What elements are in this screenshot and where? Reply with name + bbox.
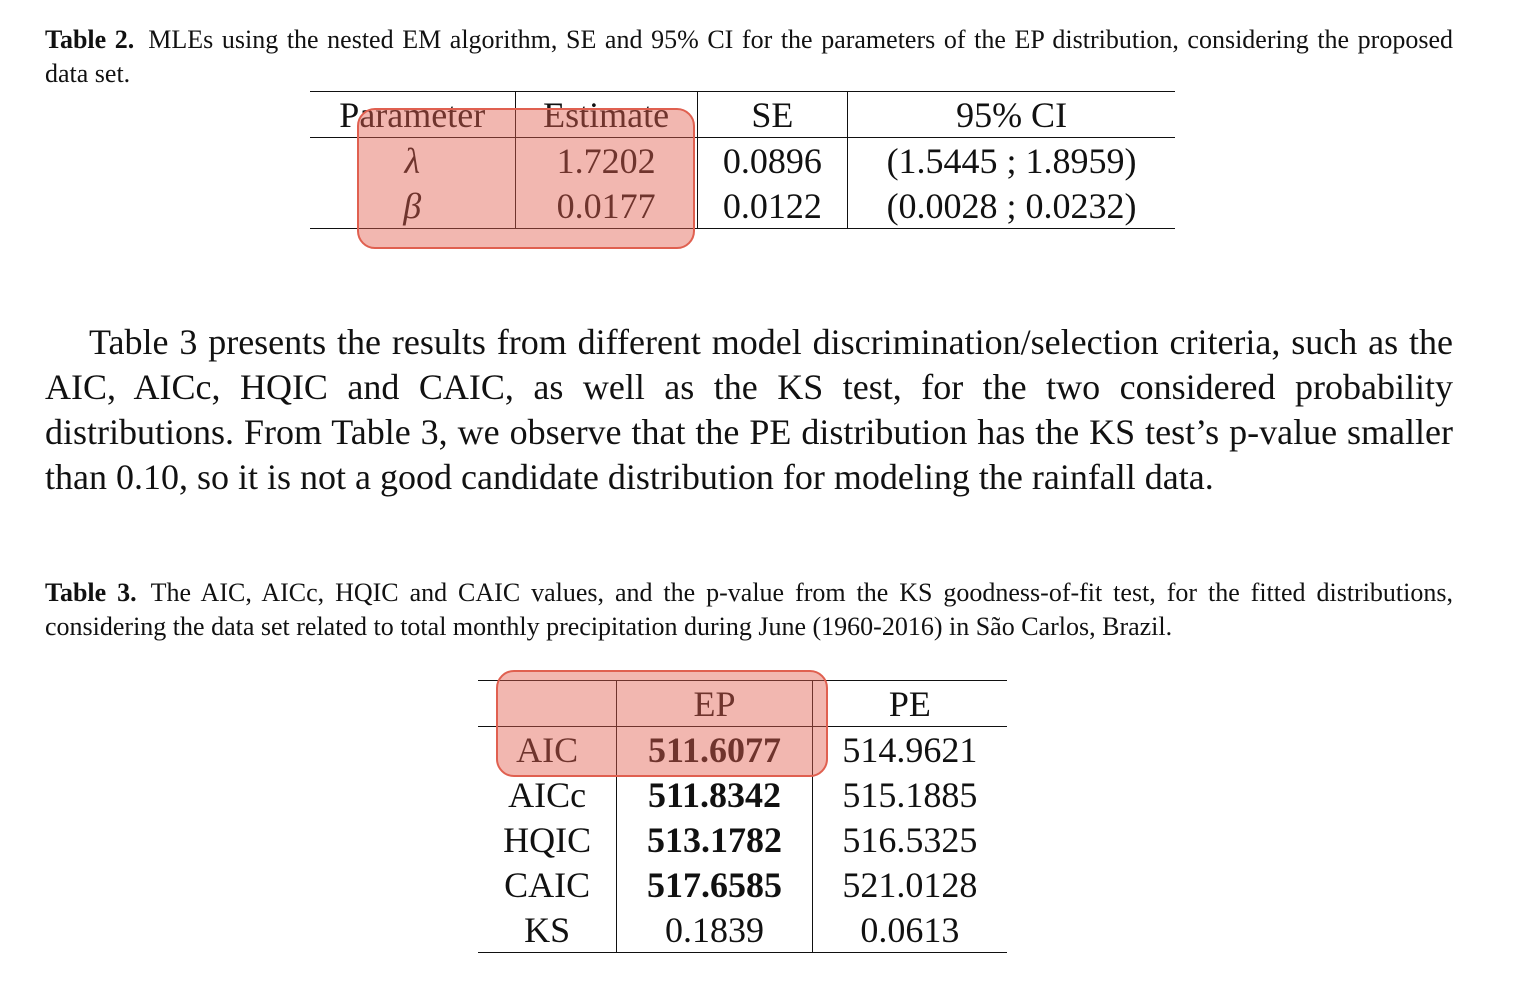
table-3-ep-hqic: 513.1782: [616, 817, 813, 862]
table-3-pe-caic: 521.0128: [842, 864, 978, 905]
table-3-criterion-hqic: HQIC: [478, 817, 618, 862]
table-3-pe-aic: 514.9621: [842, 729, 978, 770]
table-3-ep-aic: 511.6077: [616, 726, 813, 772]
table-2-estimate-beta: 0.0177: [515, 183, 698, 229]
table-row: KS 0.1839 0.0613: [478, 907, 1007, 953]
table-2-caption: Table 2. MLEs using the nested EM algorit…: [45, 23, 1453, 91]
table-3-header-ep: EP: [616, 680, 813, 727]
table-3-ep-aicc: 511.8342: [616, 772, 813, 817]
table-2-estimate-lambda: 1.7202: [515, 137, 698, 183]
table-3-caption-label: Table 3.: [45, 578, 137, 607]
body-paragraph-text: Table 3 presents the results from differ…: [45, 322, 1453, 497]
table-row: β 0.0177 0.0122 (0.0028 ; 0.0232): [310, 183, 1175, 229]
table-3: EP PE AIC 511.6077 514.9621 AICc 511.834…: [478, 680, 1007, 953]
table-3-ep-caic: 517.6585: [616, 862, 813, 907]
table-3-criterion-caic: CAIC: [478, 862, 618, 907]
table-2-param-lambda: λ: [310, 137, 516, 183]
table-3-pe-aicc: 515.1885: [842, 774, 978, 815]
table-row: AIC 511.6077 514.9621: [478, 726, 1007, 772]
table-3-criterion-aicc: AICc: [478, 772, 618, 817]
table-3-criterion-ks: KS: [478, 907, 618, 953]
table-row: CAIC 517.6585 521.0128: [478, 862, 1007, 907]
table-row: HQIC 513.1782 516.5325: [478, 817, 1007, 862]
table-row: AICc 511.8342 515.1885: [478, 772, 1007, 817]
table-2-caption-text: MLEs using the nested EM algorithm, SE a…: [45, 25, 1453, 88]
table-2-se-lambda: 0.0896: [697, 137, 849, 183]
table-3-ep-ks: 0.1839: [616, 907, 813, 953]
table-2-ci-lambda: (1.5445 ; 1.8959): [886, 140, 1137, 181]
table-3-header-blank: [478, 680, 618, 727]
table-3-header-row: EP PE: [478, 680, 1007, 727]
table-2-header-se: SE: [697, 91, 849, 138]
body-paragraph: Table 3 presents the results from differ…: [45, 320, 1453, 500]
table-3-header-pe: PE: [812, 680, 1007, 727]
table-2-header-row: Parameter Estimate SE 95% CI: [310, 91, 1175, 138]
table-3-caption: Table 3. The AIC, AICc, HQIC and CAIC val…: [45, 576, 1453, 644]
table-row: λ 1.7202 0.0896 (1.5445 ; 1.8959): [310, 137, 1175, 183]
table-3-caption-text: The AIC, AICc, HQIC and CAIC values, and…: [45, 578, 1453, 641]
table-3-pe-ks: 0.0613: [812, 907, 1007, 953]
table-2-header-ci: 95% CI: [847, 91, 1175, 138]
table-2-header-parameter: Parameter: [310, 91, 516, 138]
table-3-pe-hqic: 516.5325: [842, 819, 978, 860]
table-2-caption-label: Table 2.: [45, 25, 135, 54]
table-2-se-beta: 0.0122: [697, 183, 849, 229]
table-2-ci-beta: (0.0028 ; 0.0232): [847, 183, 1175, 229]
table-2-param-beta: β: [310, 183, 516, 229]
table-3-criterion-aic: AIC: [478, 726, 618, 772]
table-2: Parameter Estimate SE 95% CI λ 1.7202 0.…: [310, 91, 1175, 229]
table-2-header-estimate: Estimate: [515, 91, 698, 138]
